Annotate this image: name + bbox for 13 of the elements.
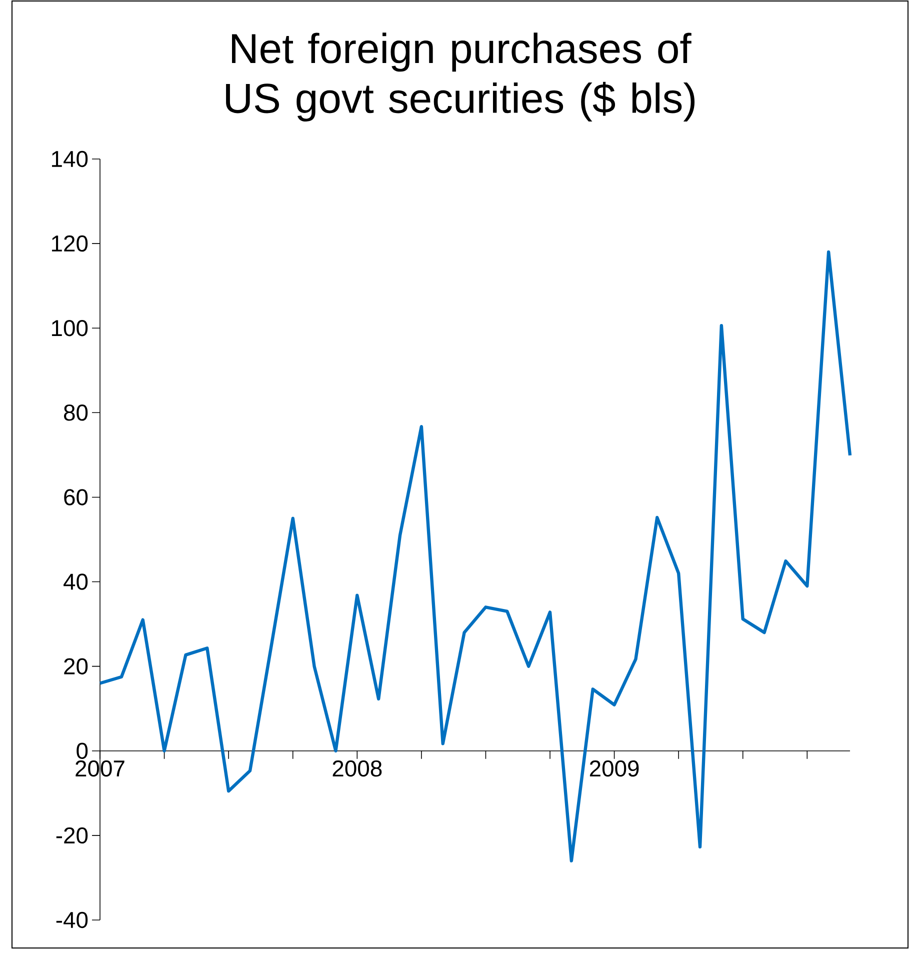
y-tick-label: 140 [52, 150, 88, 168]
y-tick-label: 40 [64, 574, 88, 590]
chart-title: Net foreign purchases of US govt securities ($ bls) [226, 32, 695, 122]
y-tick-label: -20 [56, 827, 88, 844]
y-tick-label: 120 [52, 235, 88, 252]
x-tick-label: 2009 [590, 760, 639, 777]
y-tick-label: 100 [52, 320, 88, 336]
x-tick-label: 2008 [332, 760, 382, 777]
y-tick-label: 20 [64, 658, 88, 674]
y-tick-label: 0 [76, 742, 88, 759]
y-tick-label: 60 [64, 489, 88, 506]
y-tick-label: -40 [56, 912, 88, 928]
y-tick-label: 80 [64, 404, 88, 421]
